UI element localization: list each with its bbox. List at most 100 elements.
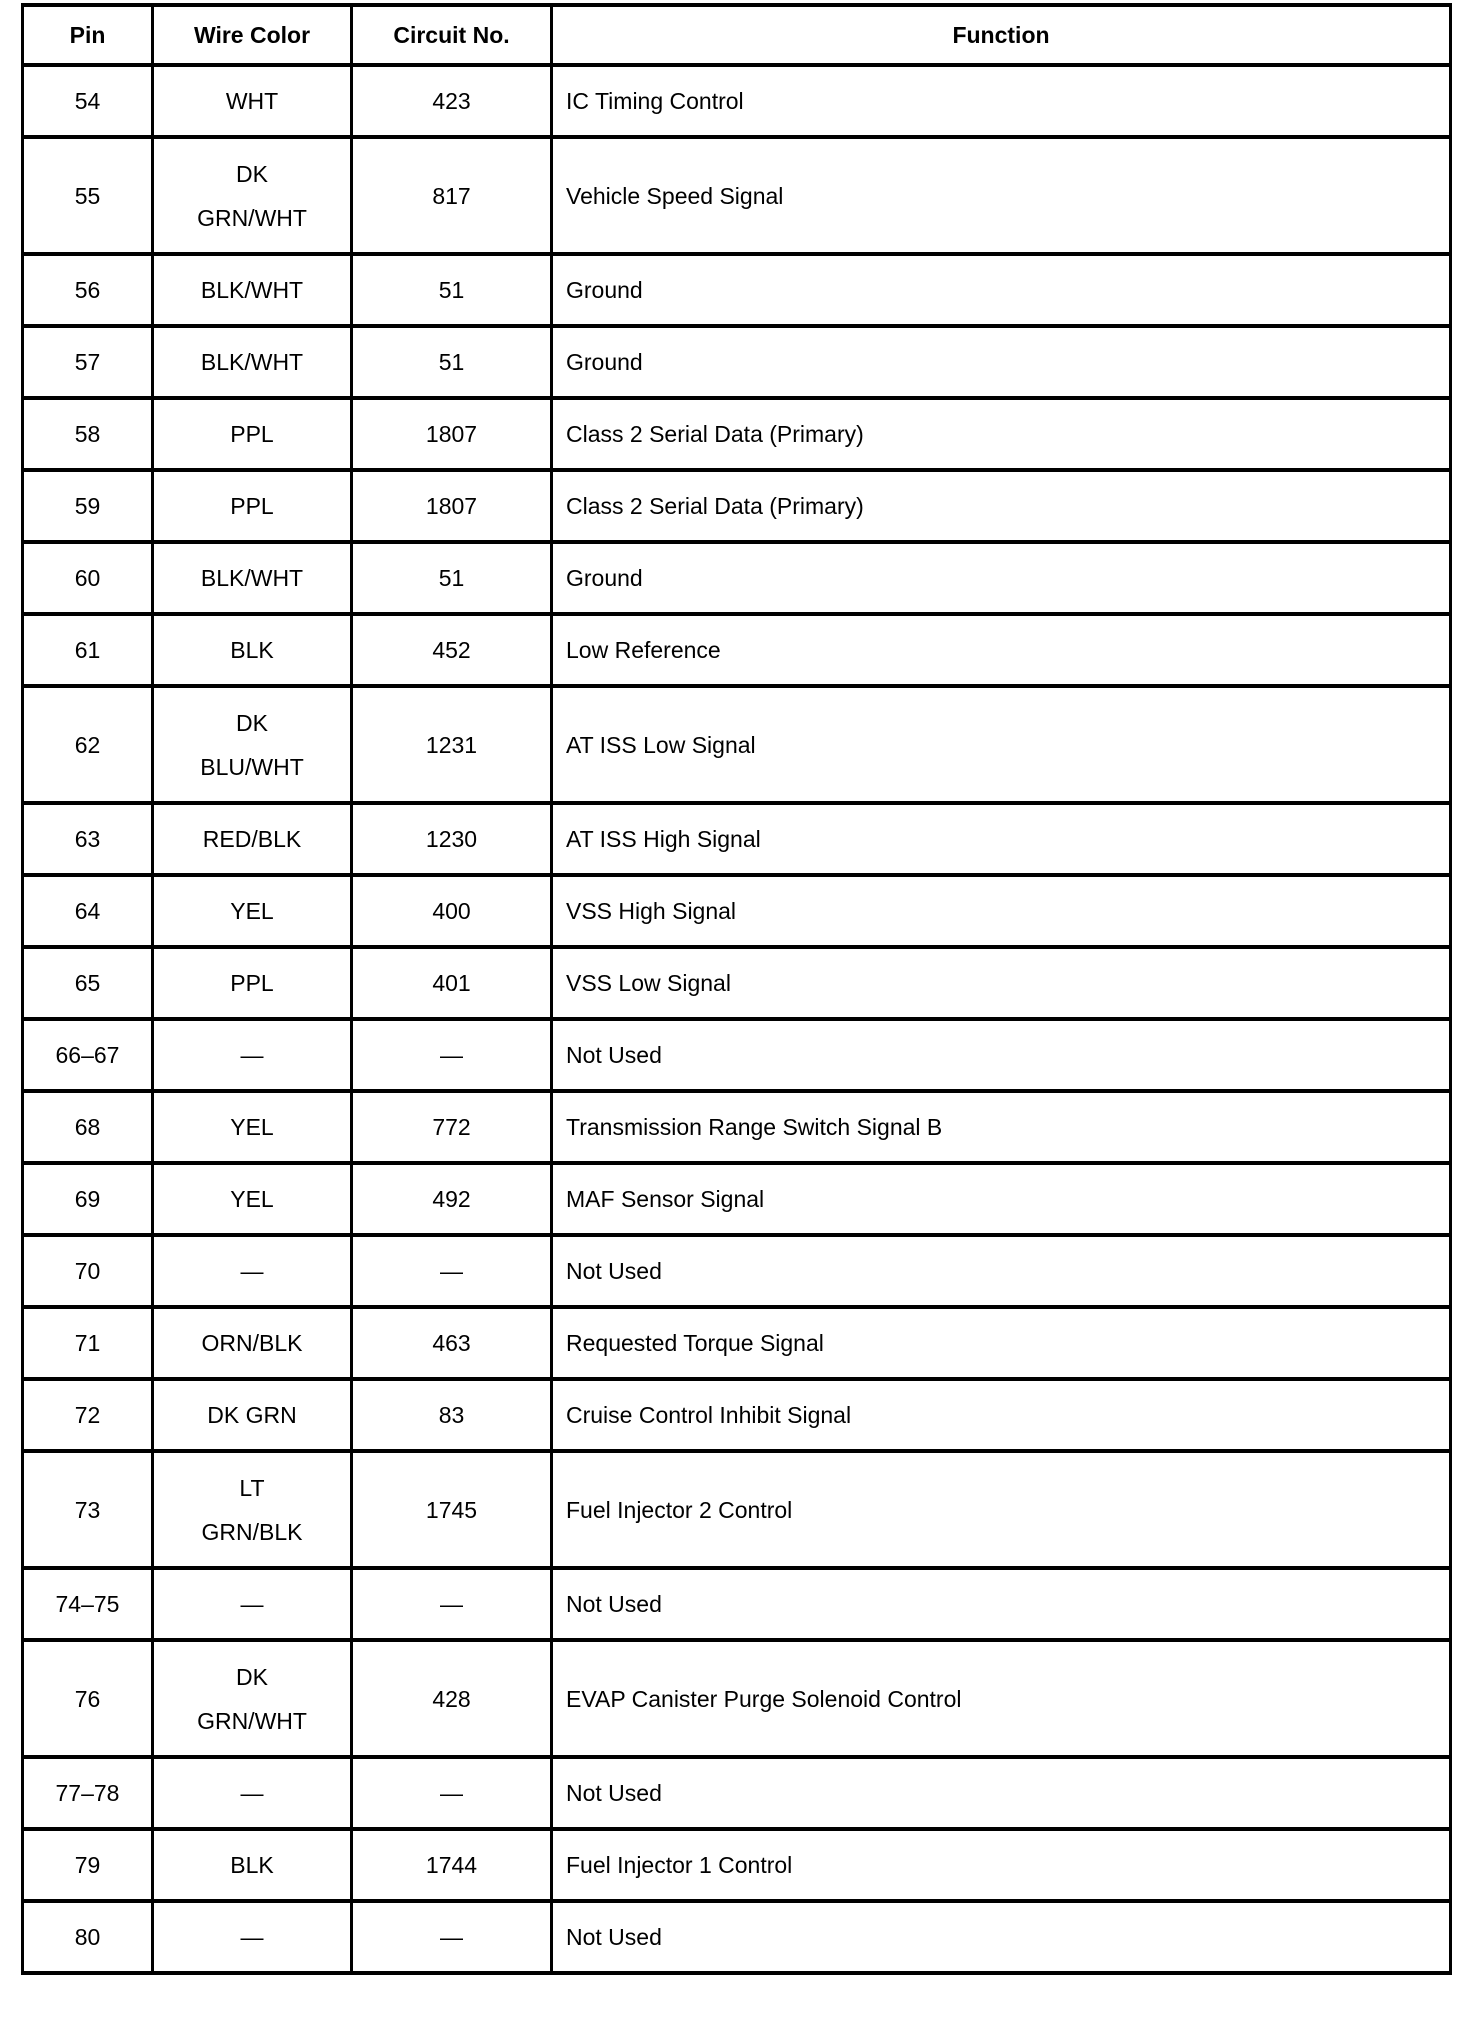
pin-cell: 61 xyxy=(21,612,154,688)
pin-cell: 71 xyxy=(21,1305,154,1381)
wire-color-cell: WHT xyxy=(151,63,353,139)
function-cell: Transmission Range Switch Signal B xyxy=(550,1089,1452,1165)
table-row: 60 BLK/WHT 51 Ground xyxy=(21,540,1452,616)
circuit-cell: 772 xyxy=(350,1089,553,1165)
pin-cell: 80 xyxy=(21,1899,154,1975)
pin-cell: 54 xyxy=(21,63,154,139)
circuit-cell: 428 xyxy=(350,1638,553,1759)
table-row: 71 ORN/BLK 463 Requested Torque Signal xyxy=(21,1305,1452,1381)
wire-color-cell: BLK xyxy=(151,1827,353,1903)
circuit-cell: — xyxy=(350,1755,553,1831)
pin-cell: 70 xyxy=(21,1233,154,1309)
function-cell: Class 2 Serial Data (Primary) xyxy=(550,396,1452,472)
wire-color-cell: PPL xyxy=(151,468,353,544)
circuit-cell: — xyxy=(350,1566,553,1642)
circuit-cell: 51 xyxy=(350,252,553,328)
wire-color-cell: DK BLU/WHT xyxy=(151,684,353,805)
circuit-cell: 1745 xyxy=(350,1449,553,1570)
circuit-cell: 492 xyxy=(350,1161,553,1237)
pin-cell: 74–75 xyxy=(21,1566,154,1642)
pin-cell: 58 xyxy=(21,396,154,472)
wire-color-cell: BLK/WHT xyxy=(151,540,353,616)
pin-cell: 56 xyxy=(21,252,154,328)
pin-cell: 57 xyxy=(21,324,154,400)
circuit-cell: 400 xyxy=(350,873,553,949)
function-cell: Not Used xyxy=(550,1566,1452,1642)
table-row: 55 DK GRN/WHT 817 Vehicle Speed Signal xyxy=(21,135,1452,256)
pin-cell: 79 xyxy=(21,1827,154,1903)
wire-color-cell: BLK/WHT xyxy=(151,324,353,400)
circuit-cell: — xyxy=(350,1899,553,1975)
table-row: 74–75— — Not Used xyxy=(21,1566,1452,1642)
function-cell: Not Used xyxy=(550,1899,1452,1975)
table-row: 57 BLK/WHT 51 Ground xyxy=(21,324,1452,400)
circuit-cell: 1231 xyxy=(350,684,553,805)
function-cell: Ground xyxy=(550,540,1452,616)
wire-color-cell: DK GRN xyxy=(151,1377,353,1453)
table-row: 61 BLK 452 Low Reference xyxy=(21,612,1452,688)
pin-cell: 65 xyxy=(21,945,154,1021)
function-cell: Vehicle Speed Signal xyxy=(550,135,1452,256)
function-cell: Ground xyxy=(550,324,1452,400)
pin-cell: 62 xyxy=(21,684,154,805)
pinout-table: Pin Wire Color Circuit No. Function 54 WH… xyxy=(21,3,1452,1975)
function-cell: Requested Torque Signal xyxy=(550,1305,1452,1381)
header-circuit-no: Circuit No. xyxy=(350,3,553,67)
function-cell: Not Used xyxy=(550,1755,1452,1831)
circuit-cell: 1807 xyxy=(350,468,553,544)
pin-cell: 66–67 xyxy=(21,1017,154,1093)
function-cell: Cruise Control Inhibit Signal xyxy=(550,1377,1452,1453)
pin-cell: 68 xyxy=(21,1089,154,1165)
pin-cell: 59 xyxy=(21,468,154,544)
circuit-cell: 463 xyxy=(350,1305,553,1381)
function-cell: Fuel Injector 2 Control xyxy=(550,1449,1452,1570)
pin-cell: 69 xyxy=(21,1161,154,1237)
pin-cell: 64 xyxy=(21,873,154,949)
function-cell: Class 2 Serial Data (Primary) xyxy=(550,468,1452,544)
header-pin: Pin xyxy=(21,3,154,67)
pin-cell: 77–78 xyxy=(21,1755,154,1831)
function-cell: Not Used xyxy=(550,1017,1452,1093)
pin-cell: 60 xyxy=(21,540,154,616)
wire-color-cell: DK GRN/WHT xyxy=(151,135,353,256)
table-row: 76 DK GRN/WHT 428 EVAP Canister Purge Solen… xyxy=(21,1638,1452,1759)
table-row: 68 YEL 772 Transmission Range Switch Signal… xyxy=(21,1089,1452,1165)
wire-color-cell: PPL xyxy=(151,396,353,472)
pin-cell: 76 xyxy=(21,1638,154,1759)
table-row: 79 BLK 1744 Fuel Injector 1 Control xyxy=(21,1827,1452,1903)
function-cell: VSS Low Signal xyxy=(550,945,1452,1021)
header-wire-color: Wire Color xyxy=(151,3,353,67)
table-row: 64 YEL 400 VSS High Signal xyxy=(21,873,1452,949)
circuit-cell: 83 xyxy=(350,1377,553,1453)
function-cell: VSS High Signal xyxy=(550,873,1452,949)
wire-color-cell: DK GRN/WHT xyxy=(151,1638,353,1759)
function-cell: Low Reference xyxy=(550,612,1452,688)
table-row: 65 PPL 401 VSS Low Signal xyxy=(21,945,1452,1021)
circuit-cell: 1744 xyxy=(350,1827,553,1903)
table-row: 80— — Not Used xyxy=(21,1899,1452,1975)
pin-cell: 73 xyxy=(21,1449,154,1570)
function-cell: Fuel Injector 1 Control xyxy=(550,1827,1452,1903)
table-row: 54 WHT 423 IC Timing Control xyxy=(21,63,1452,139)
function-cell: MAF Sensor Signal xyxy=(550,1161,1452,1237)
circuit-cell: 1807 xyxy=(350,396,553,472)
circuit-cell: 423 xyxy=(350,63,553,139)
circuit-cell: 51 xyxy=(350,324,553,400)
wire-color-cell: LT GRN/BLK xyxy=(151,1449,353,1570)
circuit-cell: — xyxy=(350,1017,553,1093)
table-row: 69 YEL 492 MAF Sensor Signal xyxy=(21,1161,1452,1237)
wire-color-cell: YEL xyxy=(151,1161,353,1237)
circuit-cell: 1230 xyxy=(350,801,553,877)
wire-color-cell: — xyxy=(151,1017,353,1093)
table-row: 77–78— — Not Used xyxy=(21,1755,1452,1831)
function-cell: Ground xyxy=(550,252,1452,328)
wire-color-cell: BLK xyxy=(151,612,353,688)
wire-color-cell: — xyxy=(151,1755,353,1831)
table-row: 73 LT GRN/BLK 1745 Fuel Injector 2 Control xyxy=(21,1449,1452,1570)
circuit-cell: 817 xyxy=(350,135,553,256)
circuit-cell: 452 xyxy=(350,612,553,688)
wire-color-cell: — xyxy=(151,1899,353,1975)
header-row: Pin Wire Color Circuit No. Function xyxy=(21,3,1452,67)
table-row: 56 BLK/WHT 51 Ground xyxy=(21,252,1452,328)
function-cell: Not Used xyxy=(550,1233,1452,1309)
